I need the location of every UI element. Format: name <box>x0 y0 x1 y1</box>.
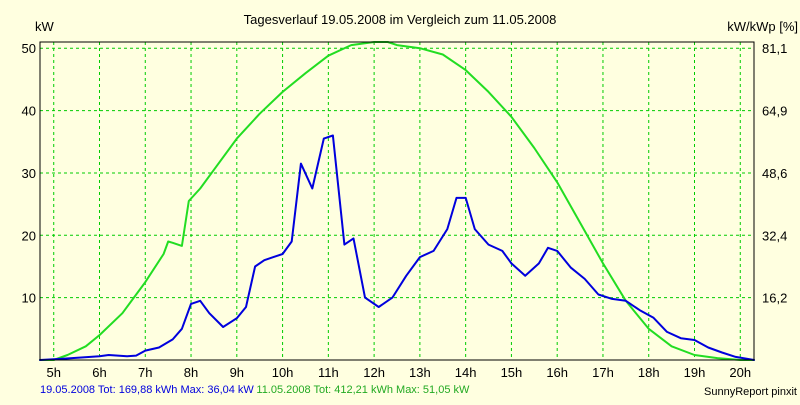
y-tick-label-right: 64,9 <box>762 104 787 119</box>
x-tick-label: 10h <box>272 365 294 380</box>
x-tick-label: 17h <box>592 365 614 380</box>
footer-series-blue: 19.05.2008 Tot: 169,88 kWh Max: 36,04 kW <box>40 384 254 396</box>
y-tick-label-left: 10 <box>22 291 36 306</box>
plot-frame <box>39 41 755 361</box>
y-tick-label-right: 32,4 <box>762 228 787 243</box>
x-tick-label: 5h <box>46 365 60 380</box>
y-tick-label-right: 81,1 <box>762 41 787 56</box>
series-line-11.05.2008 <box>39 41 755 361</box>
footer-credit: SunnyReport pinxit <box>704 386 797 398</box>
x-tick-label: 13h <box>409 365 431 380</box>
grid-lines <box>40 42 754 360</box>
y-tick-label-right: 48,6 <box>762 166 787 181</box>
y-tick-label-left: 30 <box>22 166 36 181</box>
chart-title: Tagesverlauf 19.05.2008 im Vergleich zum… <box>244 12 557 27</box>
x-tick-label: 16h <box>546 365 568 380</box>
axis-tick-labels: 5h 6h 7h 8h 9h 10h 11h 12h 13h 14h 15h 16h 17h 18h 19h… <box>22 41 788 380</box>
x-tick-label: 7h <box>138 365 152 380</box>
x-tick-label: 14h <box>455 365 477 380</box>
y-axis-left-label: kW <box>35 19 55 34</box>
x-tick-label: 9h <box>230 365 244 380</box>
series-line-19.05.2008 <box>39 134 755 361</box>
series-lines <box>39 41 755 361</box>
x-tick-label: 18h <box>638 365 660 380</box>
footer-series-green: 11.05.2008 Tot: 412,21 kWh Max: 51,05 kW <box>256 384 470 396</box>
y-tick-label-right: 16,2 <box>762 291 787 306</box>
x-tick-label: 12h <box>363 365 385 380</box>
x-tick-label: 15h <box>501 365 523 380</box>
x-tick-label: 6h <box>92 365 106 380</box>
x-tick-label: 20h <box>729 365 751 380</box>
y-axis-right-label: kW/kWp [%] <box>727 19 798 34</box>
y-tick-label-left: 40 <box>22 104 36 119</box>
y-tick-label-left: 50 <box>22 41 36 56</box>
x-tick-label: 19h <box>684 365 706 380</box>
y-tick-label-left: 20 <box>22 228 36 243</box>
x-tick-label: 8h <box>184 365 198 380</box>
x-tick-label: 11h <box>318 365 339 380</box>
